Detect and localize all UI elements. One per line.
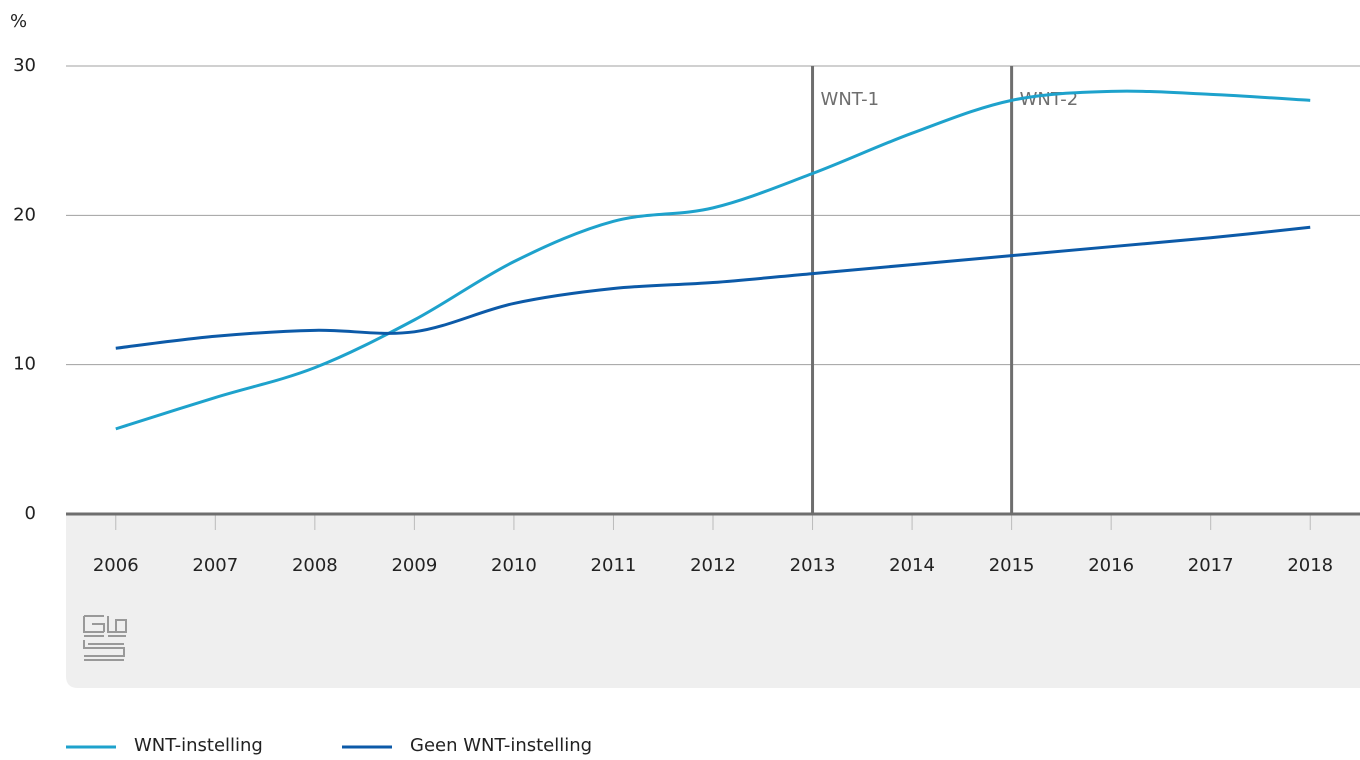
annotation-label: WNT-1 xyxy=(821,89,880,110)
legend-label: WNT-instelling xyxy=(134,735,263,756)
x-tick-label: 2006 xyxy=(93,555,139,576)
x-tick-label: 2011 xyxy=(591,555,637,576)
x-tick-label: 2007 xyxy=(192,555,238,576)
y-unit: % xyxy=(10,11,27,32)
y-tick-label: 10 xyxy=(13,354,36,375)
x-tick-label: 2013 xyxy=(790,555,836,576)
legend-label: Geen WNT-instelling xyxy=(410,735,592,756)
axis-band xyxy=(66,514,1360,688)
line-series xyxy=(115,225,1311,350)
x-tick-label: 2008 xyxy=(292,555,338,576)
x-tick-label: 2010 xyxy=(491,555,537,576)
logo xyxy=(83,615,127,661)
x-tick-label: 2016 xyxy=(1088,555,1134,576)
x-tick-label: 2009 xyxy=(391,555,437,576)
y-tick-label: 0 xyxy=(25,503,36,524)
x-tick-label: 2014 xyxy=(889,555,935,576)
y-tick-label: 30 xyxy=(13,55,36,76)
x-tick-label: 2017 xyxy=(1188,555,1234,576)
x-tick-label: 2012 xyxy=(690,555,736,576)
x-tick-label: 2018 xyxy=(1287,555,1333,576)
x-tick-label: 2015 xyxy=(989,555,1035,576)
y-tick-label: 20 xyxy=(13,204,36,225)
line-series xyxy=(115,89,1311,431)
